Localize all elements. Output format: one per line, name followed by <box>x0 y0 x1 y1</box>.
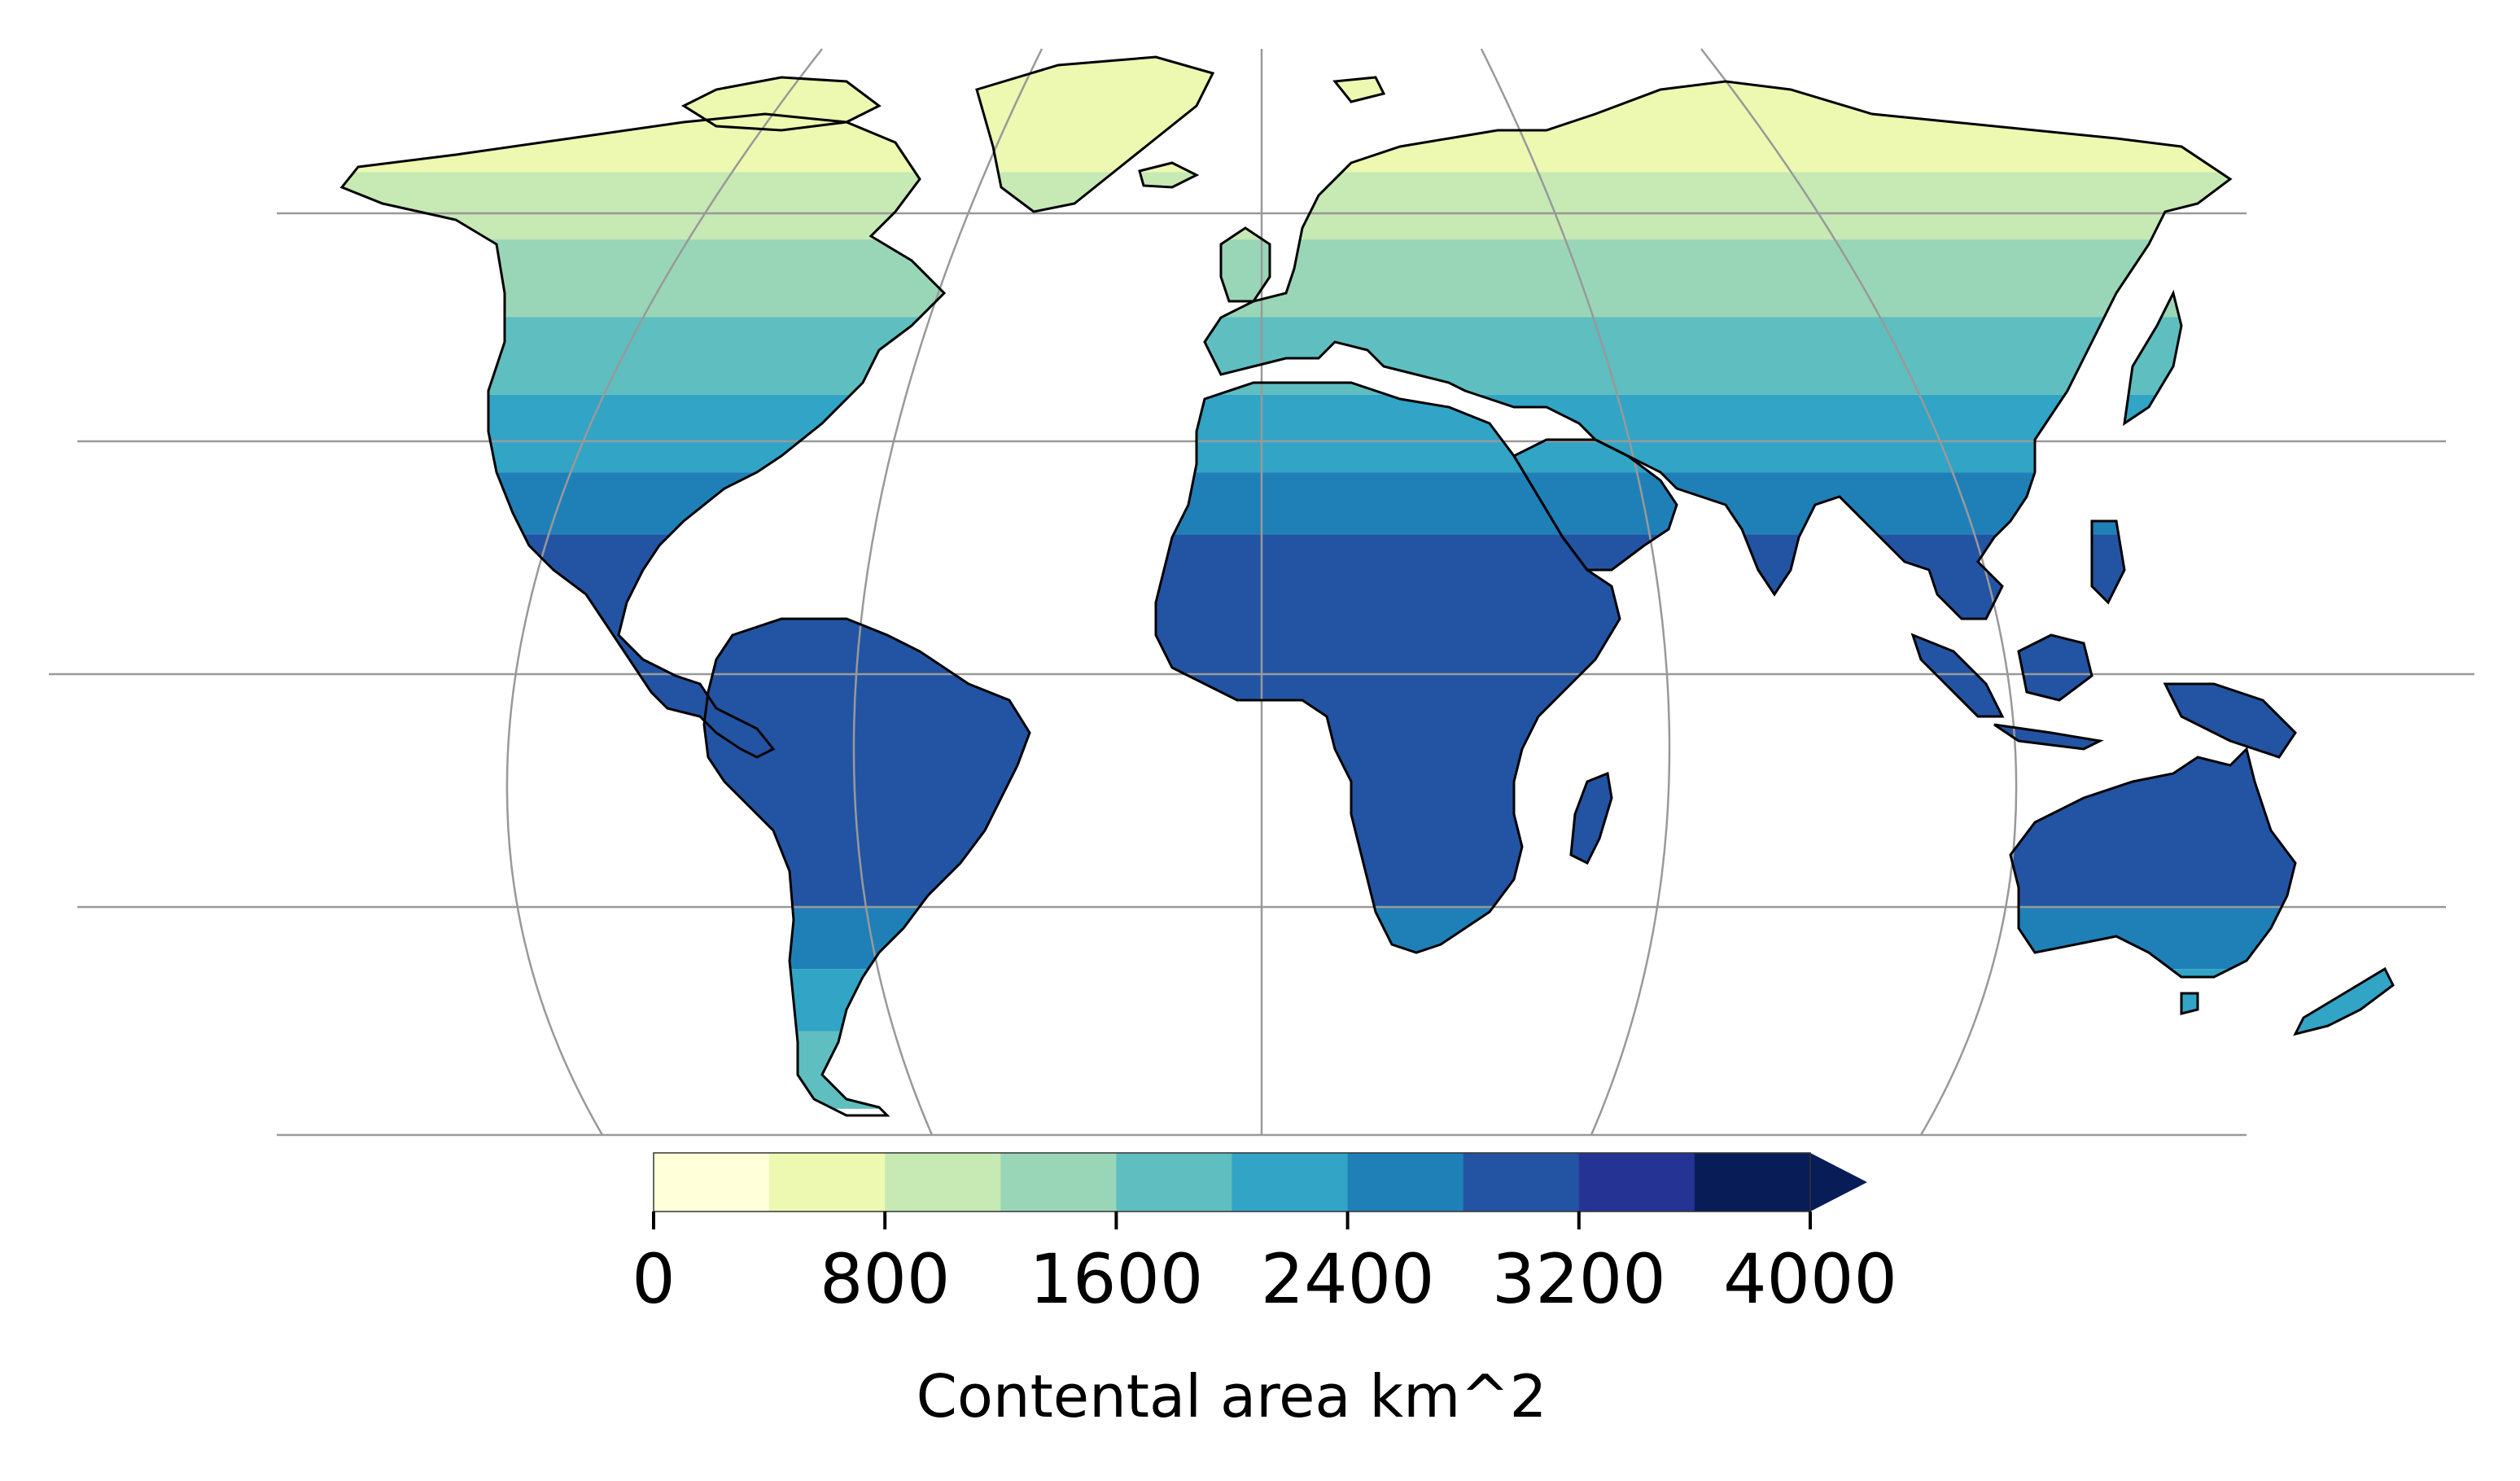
latitude-band-fill <box>342 57 2393 1109</box>
colorbar-tick-label: 800 <box>820 1239 950 1319</box>
colorbar-bin <box>654 1153 770 1212</box>
latitude-band <box>342 534 2393 907</box>
colorbar-tick-label: 1600 <box>1030 1239 1204 1319</box>
coastline <box>1332 76 1386 103</box>
coastline <box>1910 633 2005 718</box>
meridian-w120 <box>505 48 823 1136</box>
colorbar-tick-label: 4000 <box>1723 1239 1897 1319</box>
colorbar-bins <box>654 1153 1811 1212</box>
graticule <box>49 48 2474 1137</box>
colorbar-bin <box>1694 1153 1811 1212</box>
latitude-band <box>342 907 2393 970</box>
colorbar-bin <box>769 1153 886 1212</box>
coastline <box>1138 161 1200 189</box>
colorbar-bin <box>885 1153 1001 1212</box>
coastline <box>680 76 882 132</box>
latitude-band <box>342 969 2393 1032</box>
colorbar-tick-label: 3200 <box>1492 1239 1666 1319</box>
meridian-e60 <box>1480 48 1671 1136</box>
latitude-band <box>342 472 2393 535</box>
coastline <box>1512 438 1678 572</box>
coastline <box>1993 723 2104 751</box>
coastline <box>2090 519 2126 605</box>
latitude-band <box>342 239 2393 318</box>
colorbar-bin <box>1347 1153 1464 1212</box>
coastline <box>2123 289 2183 427</box>
coastline-outlines <box>339 55 2395 1117</box>
colorbar: 0 800 1600 2400 3200 4000 Contental area km^2 <box>632 1152 1897 1431</box>
coastline <box>975 55 1215 213</box>
latitude-band <box>342 1031 2393 1109</box>
meridian-e120 <box>1700 48 2018 1136</box>
latitude-band <box>342 394 2393 473</box>
coastline <box>1569 771 1613 865</box>
colorbar-extend-arrow <box>1810 1153 1867 1212</box>
coastline <box>1219 226 1271 303</box>
colorbar-bin <box>1116 1153 1232 1212</box>
latitude-band <box>342 172 2393 240</box>
colorbar-bin <box>1000 1153 1117 1212</box>
latitude-band <box>342 57 2393 173</box>
colorbar-label: Contental area km^2 <box>917 1362 1547 1431</box>
coastline <box>2163 682 2297 759</box>
meridian-w60 <box>852 48 1043 1136</box>
colorbar-bin <box>1463 1153 1580 1212</box>
coastline <box>1203 80 2233 620</box>
colorbar-bin <box>1578 1153 1695 1212</box>
coastline <box>2293 966 2395 1036</box>
colorbar-tick-label: 0 <box>632 1239 675 1319</box>
coastline <box>2017 633 2093 702</box>
colorbar-frame <box>653 1152 1811 1212</box>
coastline <box>2180 992 2199 1015</box>
coastline <box>2009 747 2297 979</box>
coastline <box>702 617 1031 1117</box>
colorbar-tick-label: 2400 <box>1261 1239 1435 1319</box>
colorbar-ticks: 0 800 1600 2400 3200 4000 <box>632 1212 1897 1319</box>
colorbar-bin <box>1232 1153 1349 1212</box>
